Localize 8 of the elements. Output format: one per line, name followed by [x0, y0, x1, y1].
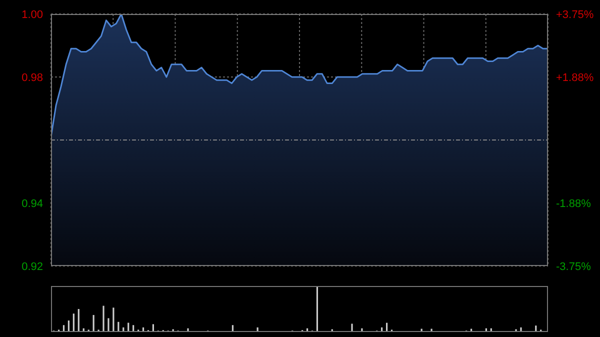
y-tick-label: 0.98: [22, 72, 43, 84]
y-tick-label: 0.94: [22, 198, 43, 210]
y2-tick-label: -3.75%: [556, 261, 592, 273]
y2-tick-label: -1.88%: [556, 198, 592, 210]
y-tick-label: 0.92: [22, 261, 43, 273]
y-tick-label: 1.00: [22, 9, 43, 21]
y2-tick-label: +1.88%: [556, 72, 594, 84]
y2-tick-label: +3.75%: [556, 9, 594, 21]
